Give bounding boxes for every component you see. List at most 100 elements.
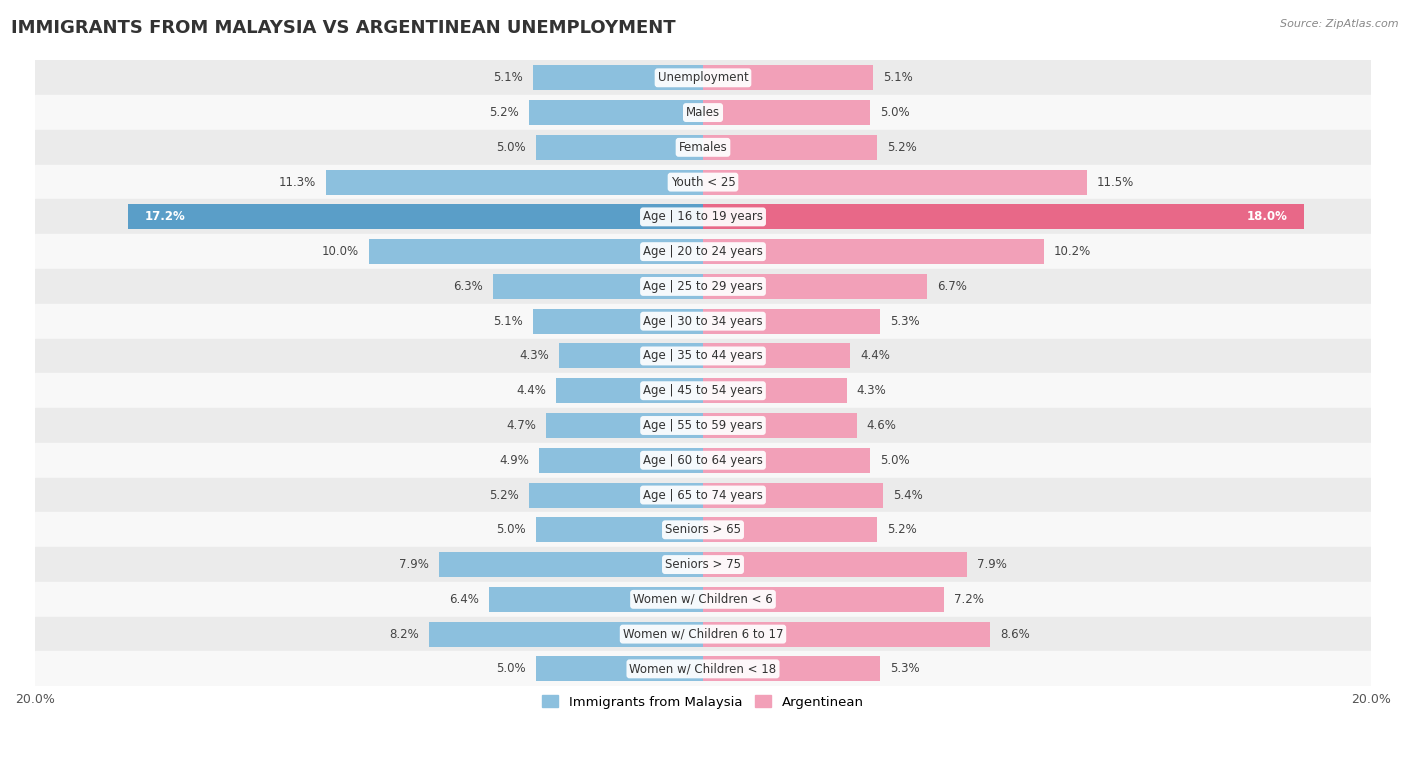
Text: 6.3%: 6.3% [453,280,482,293]
Bar [536,656,703,681]
Text: 5.0%: 5.0% [880,453,910,467]
Bar [326,170,703,195]
Text: 5.4%: 5.4% [893,488,924,502]
Text: 4.3%: 4.3% [856,385,886,397]
Text: 5.1%: 5.1% [494,315,523,328]
Text: Males: Males [686,106,720,119]
Bar [35,408,1371,443]
Text: Age | 55 to 59 years: Age | 55 to 59 years [643,419,763,432]
Bar [703,447,870,473]
Bar [368,239,703,264]
Bar [703,65,873,90]
Bar [429,621,703,646]
Text: 4.9%: 4.9% [499,453,529,467]
Bar [555,378,703,403]
Bar [703,239,1043,264]
Text: Age | 25 to 29 years: Age | 25 to 29 years [643,280,763,293]
Bar [540,447,703,473]
Bar [703,135,877,160]
Bar [492,274,703,299]
Text: 7.9%: 7.9% [977,558,1007,571]
Bar [703,621,990,646]
Text: Women w/ Children < 18: Women w/ Children < 18 [630,662,776,675]
Bar [703,656,880,681]
Text: 11.5%: 11.5% [1097,176,1135,188]
Bar [536,135,703,160]
Bar [35,512,1371,547]
Text: 8.2%: 8.2% [389,628,419,640]
Text: 10.0%: 10.0% [322,245,359,258]
Bar [35,617,1371,652]
Bar [35,304,1371,338]
Bar [533,65,703,90]
Bar [536,517,703,542]
Text: Women w/ Children < 6: Women w/ Children < 6 [633,593,773,606]
Bar [35,338,1371,373]
Text: Seniors > 65: Seniors > 65 [665,523,741,536]
Bar [703,274,927,299]
Text: Women w/ Children 6 to 17: Women w/ Children 6 to 17 [623,628,783,640]
Text: 4.3%: 4.3% [520,350,550,363]
Text: Age | 30 to 34 years: Age | 30 to 34 years [643,315,763,328]
Bar [703,100,870,125]
Bar [489,587,703,612]
Text: 5.2%: 5.2% [489,106,519,119]
Text: Unemployment: Unemployment [658,71,748,84]
Text: 6.4%: 6.4% [450,593,479,606]
Text: Age | 16 to 19 years: Age | 16 to 19 years [643,210,763,223]
Bar [35,547,1371,582]
Text: 5.0%: 5.0% [496,523,526,536]
Text: 6.7%: 6.7% [936,280,967,293]
Text: Age | 20 to 24 years: Age | 20 to 24 years [643,245,763,258]
Bar [35,582,1371,617]
Text: 11.3%: 11.3% [278,176,315,188]
Bar [35,130,1371,165]
Bar [703,482,883,507]
Text: 4.7%: 4.7% [506,419,536,432]
Bar [703,309,880,334]
Bar [703,344,851,369]
Bar [703,378,846,403]
Bar [35,373,1371,408]
Text: 18.0%: 18.0% [1247,210,1288,223]
Bar [35,652,1371,687]
Bar [703,413,856,438]
Text: Age | 35 to 44 years: Age | 35 to 44 years [643,350,763,363]
Text: Females: Females [679,141,727,154]
Text: Youth < 25: Youth < 25 [671,176,735,188]
Text: 7.2%: 7.2% [953,593,983,606]
Text: 5.3%: 5.3% [890,662,920,675]
Bar [35,443,1371,478]
Text: 5.0%: 5.0% [880,106,910,119]
Text: 5.1%: 5.1% [883,71,912,84]
Bar [35,234,1371,269]
Text: 4.6%: 4.6% [866,419,897,432]
Text: Age | 45 to 54 years: Age | 45 to 54 years [643,385,763,397]
Bar [703,204,1305,229]
Text: 5.2%: 5.2% [489,488,519,502]
Text: 4.4%: 4.4% [516,385,546,397]
Bar [560,344,703,369]
Text: 5.2%: 5.2% [887,141,917,154]
Text: 5.0%: 5.0% [496,662,526,675]
Bar [128,204,703,229]
Text: Source: ZipAtlas.com: Source: ZipAtlas.com [1281,19,1399,29]
Text: 10.2%: 10.2% [1053,245,1091,258]
Text: Age | 60 to 64 years: Age | 60 to 64 years [643,453,763,467]
Text: 5.0%: 5.0% [496,141,526,154]
Bar [529,100,703,125]
Bar [35,61,1371,95]
Bar [546,413,703,438]
Bar [533,309,703,334]
Bar [703,552,967,577]
Text: 4.4%: 4.4% [860,350,890,363]
Bar [35,269,1371,304]
Bar [35,95,1371,130]
Bar [35,165,1371,200]
Legend: Immigrants from Malaysia, Argentinean: Immigrants from Malaysia, Argentinean [537,690,869,714]
Bar [529,482,703,507]
Bar [439,552,703,577]
Bar [703,170,1087,195]
Bar [35,478,1371,512]
Text: Seniors > 75: Seniors > 75 [665,558,741,571]
